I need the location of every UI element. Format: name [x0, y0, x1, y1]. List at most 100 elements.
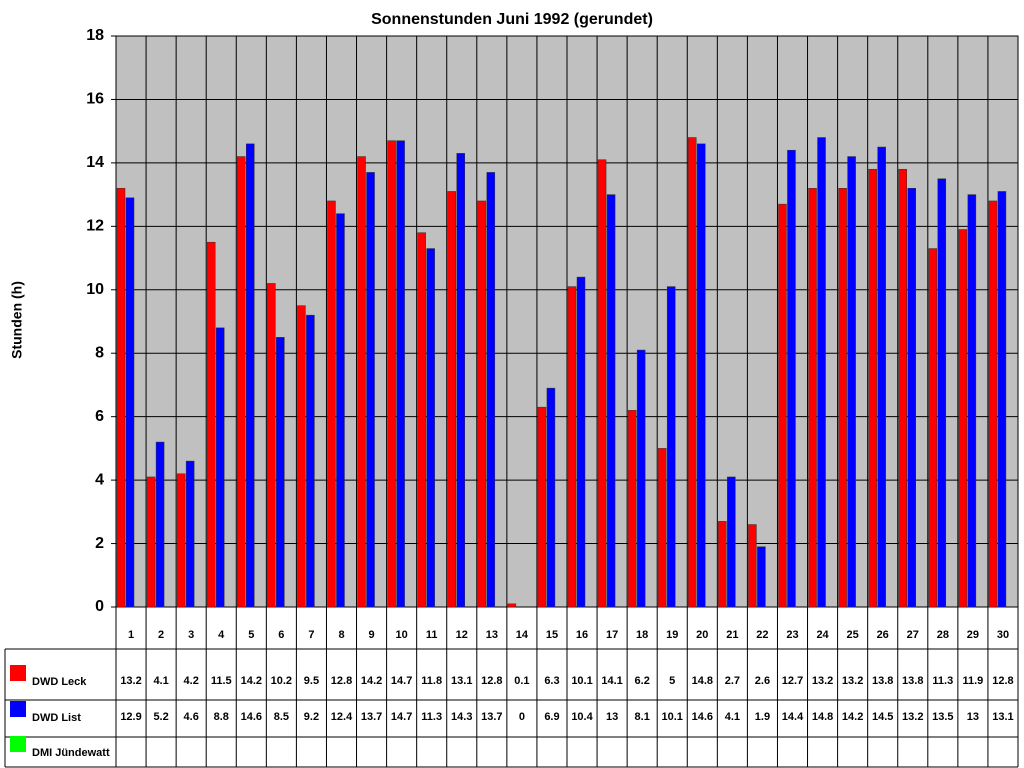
y-tick-label: 4: [95, 471, 104, 488]
bar: [155, 441, 165, 608]
table-value: 13.8: [902, 675, 923, 687]
y-axis-label: Stunden (h): [9, 281, 25, 359]
table-value: 13: [967, 711, 979, 723]
bar: [185, 460, 195, 608]
bar: [787, 149, 796, 608]
x-tick-label: 30: [997, 629, 1009, 641]
bar: [967, 194, 977, 608]
table-value: 4.1: [725, 711, 740, 723]
table-value: 0.1: [514, 675, 529, 687]
bar: [997, 191, 1007, 608]
table-value: 13.1: [992, 711, 1013, 723]
bar: [267, 283, 276, 608]
table-value: 14.7: [391, 711, 412, 723]
bar: [907, 188, 916, 608]
bar: [306, 314, 315, 608]
table-value: 6.9: [544, 711, 559, 723]
x-tick-label: 28: [937, 629, 949, 641]
table-value: 4.2: [184, 675, 199, 687]
x-tick-label: 25: [847, 629, 859, 641]
table-value: 2.7: [725, 675, 740, 687]
table-value: 2.6: [755, 675, 770, 687]
x-tick-label: 8: [338, 629, 344, 641]
table-value: 11.9: [962, 675, 983, 687]
table-value: 14.6: [692, 711, 713, 723]
bar: [176, 473, 186, 608]
table-value: 13.2: [120, 675, 141, 687]
table-value: 13.1: [451, 675, 472, 687]
table-value: 4.6: [184, 711, 199, 723]
bar: [877, 146, 886, 608]
bar: [215, 327, 225, 608]
bar: [988, 200, 998, 608]
bar: [688, 137, 697, 608]
table-value: 14.2: [361, 675, 382, 687]
bar: [838, 188, 847, 608]
y-tick-label: 12: [86, 218, 104, 235]
bar: [937, 178, 947, 608]
bar: [246, 143, 255, 608]
x-tick-label: 15: [546, 629, 558, 641]
table-value: 5.2: [153, 711, 168, 723]
x-tick-label: 27: [907, 629, 919, 641]
table-value: 14.2: [241, 675, 262, 687]
bar: [537, 406, 547, 608]
y-tick-label: 2: [95, 535, 104, 552]
y-tick-label: 18: [86, 27, 104, 44]
bar: [327, 200, 336, 608]
bar: [748, 524, 757, 608]
x-tick-label: 21: [726, 629, 738, 641]
bar: [576, 276, 586, 608]
table-value: 6.3: [544, 675, 559, 687]
legend-key: [10, 665, 26, 681]
bar: [778, 203, 787, 608]
table-value: 8.5: [274, 711, 289, 723]
bar: [817, 137, 826, 608]
table-value: 10.1: [662, 711, 683, 723]
bar: [657, 448, 667, 608]
bar: [206, 241, 216, 608]
x-tick-label: 2: [158, 629, 164, 641]
bar: [627, 410, 637, 608]
table-value: 14.3: [451, 711, 472, 723]
table-value: 11.3: [421, 711, 442, 723]
x-tick-label: 26: [877, 629, 889, 641]
table-value: 14.1: [601, 675, 622, 687]
bar: [297, 305, 306, 608]
bar: [868, 168, 877, 608]
table-value: 14.8: [812, 711, 833, 723]
bar: [597, 159, 607, 608]
table-value: 12.7: [782, 675, 803, 687]
table-value: 14.4: [782, 711, 804, 723]
bar: [237, 156, 246, 608]
bar: [456, 153, 465, 608]
table-value: 14.8: [692, 675, 713, 687]
legend-key: [10, 736, 26, 752]
table-value: 14.7: [391, 675, 412, 687]
bar: [928, 248, 938, 608]
x-tick-label: 23: [786, 629, 798, 641]
table-value: 6.2: [635, 675, 650, 687]
bar: [366, 172, 375, 608]
legend-key: [10, 701, 26, 717]
y-tick-label: 8: [95, 344, 104, 361]
bar: [808, 188, 817, 608]
bar: [486, 172, 496, 608]
bar: [146, 476, 156, 608]
table-value: 10.1: [571, 675, 592, 687]
x-tick-label: 6: [278, 629, 284, 641]
table-value: 13.7: [361, 711, 382, 723]
bar: [447, 191, 456, 608]
x-tick-label: 29: [967, 629, 979, 641]
x-tick-label: 4: [218, 629, 225, 641]
table-value: 8.1: [635, 711, 650, 723]
x-tick-label: 11: [426, 629, 438, 641]
bar: [757, 546, 766, 608]
table-value: 14.2: [842, 711, 863, 723]
table-value: 14.5: [872, 711, 893, 723]
x-tick-label: 7: [308, 629, 314, 641]
bar: [125, 197, 135, 608]
bar: [546, 387, 556, 608]
bar: [396, 140, 405, 608]
x-tick-label: 17: [606, 629, 618, 641]
